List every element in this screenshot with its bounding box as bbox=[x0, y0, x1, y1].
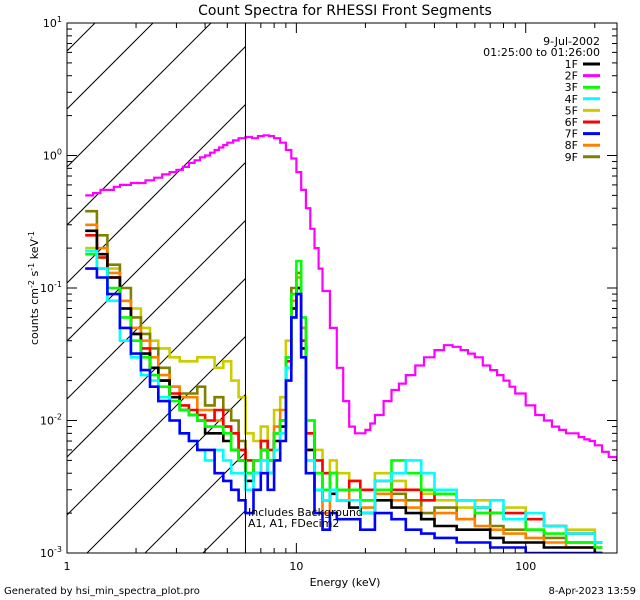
footer-timestamp: 8-Apr-2023 13:59 bbox=[549, 586, 636, 597]
hatch-line bbox=[67, 23, 212, 168]
hatch-line bbox=[67, 161, 246, 342]
legend-time-range: 01:25:00 to 01:26:00 bbox=[483, 46, 600, 59]
hatch-line bbox=[86, 393, 246, 553]
legend-label: 2F bbox=[565, 70, 578, 83]
legend-label: 4F bbox=[565, 93, 578, 106]
legend-label: 5F bbox=[565, 104, 578, 117]
legend-label: 6F bbox=[565, 116, 578, 129]
footer-generated-by: Generated by hsi_min_spectra_plot.pro bbox=[4, 586, 200, 597]
y-tick-label: 101 bbox=[43, 15, 62, 30]
annotation-background: Includes Background bbox=[248, 506, 363, 519]
x-axis-ticks: 1 10 100 bbox=[64, 23, 596, 573]
y-tick-label: 10-2 bbox=[40, 413, 62, 428]
hatch-line bbox=[67, 335, 246, 516]
y-tick-label: 10-1 bbox=[40, 280, 62, 295]
x-tick-label: 100 bbox=[515, 560, 536, 573]
legend-label: 1F bbox=[565, 58, 578, 71]
y-tick-label: 100 bbox=[43, 148, 62, 163]
chart-title: Count Spectra for RHESSI Front Segments bbox=[198, 3, 492, 19]
hatch-line bbox=[67, 23, 154, 110]
hatch-line bbox=[67, 45, 246, 226]
series-line-2f bbox=[85, 134, 617, 462]
annotation-attenuator: A1, A1, FDecim2 bbox=[248, 517, 339, 530]
series-line-7f bbox=[85, 267, 603, 553]
x-tick-label: 10 bbox=[289, 560, 303, 573]
legend-label: 7F bbox=[565, 128, 578, 141]
hatch-line bbox=[67, 219, 246, 400]
legend-label: 8F bbox=[565, 139, 578, 152]
legend-date: 9-Jul-2002 bbox=[543, 35, 600, 48]
hatch-line bbox=[67, 103, 246, 284]
series-layer bbox=[85, 134, 617, 553]
y-axis-label: counts cm-2 s-1 keV-1 bbox=[27, 231, 41, 345]
x-tick-label: 1 bbox=[64, 560, 71, 573]
legend-label: 9F bbox=[565, 151, 578, 164]
legend-label: 3F bbox=[565, 81, 578, 94]
y-tick-label: 10-3 bbox=[40, 545, 62, 560]
y-axis-ticks: 10-3 10-2 10-1 100 101 bbox=[40, 15, 617, 560]
x-axis-label: Energy (keV) bbox=[310, 576, 381, 589]
